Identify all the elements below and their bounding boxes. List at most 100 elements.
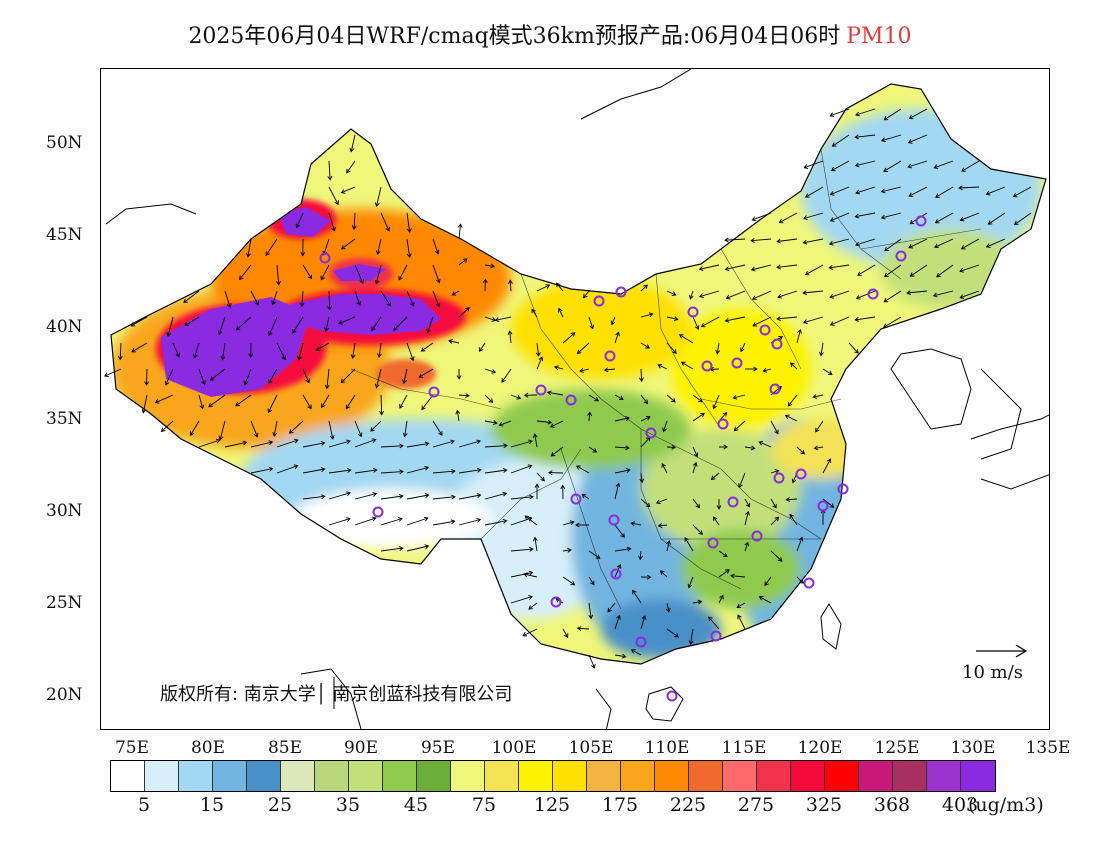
wind-arrow [588,394,599,402]
wind-arrow [316,342,330,351]
wind-arrow [805,264,824,276]
wind-arrow-head [829,321,835,326]
wind-arrow [883,108,902,121]
wind-arrow [458,394,469,397]
wind-arrow [770,420,779,434]
wind-arrow-head [907,139,913,144]
wind-arrow [484,368,496,373]
wind-arrow-head [961,167,966,172]
wind-arrow-head [774,469,780,474]
wind-arrow-head [672,349,677,354]
wind-arrow [770,470,779,474]
wind-arrow-head [815,427,820,433]
wind-arrow [770,516,779,526]
wind-arrow [562,576,575,586]
wind-arrow-head [959,267,965,273]
wind-arrow [790,362,798,370]
wind-arrow [986,238,1006,248]
wind-arrow-head [374,202,380,208]
wind-arrow-head [538,356,544,362]
wind-arrow-head [908,114,914,120]
wind-arrow [167,316,174,337]
colorbar-cell [383,761,417,791]
wind-arrow-head [592,448,598,453]
wind-arrow-head [736,603,742,608]
wind-arrow-head [482,278,488,284]
wind-arrow-head [379,410,384,416]
wind-arrow-head [987,220,993,225]
wind-arrow-head [657,364,663,369]
wind-arrow-head [528,570,534,576]
wind-arrow [247,238,252,257]
wind-arrow-head [346,491,351,497]
wind-arrow [829,290,850,298]
wind-arrow-head [620,533,625,538]
wind-arrow-head [563,633,569,638]
wind-arrow [656,498,668,504]
wind-arrow-head [305,378,310,384]
wind-arrow [725,316,746,322]
wind-arrow-head [610,320,616,326]
wind-arrow [562,628,569,638]
wind-arrow-head [906,290,911,296]
wind-arrow [354,264,364,284]
wind-arrow [321,394,330,408]
wind-arrow-head [371,326,376,332]
wind-arrow-head [327,175,333,181]
wind-arrow-head [908,192,914,197]
wind-arrow [403,368,408,384]
wind-arrow [406,466,429,474]
wind-arrow [354,517,376,526]
wind-arrow [733,394,746,399]
wind-arrow [607,602,616,613]
wind-arrow-head [465,393,470,399]
wind-arrow [692,524,703,535]
wind-arrow-head [692,461,698,467]
wind-arrow [881,134,902,142]
wind-arrow-head [329,435,335,440]
wind-arrow [855,212,876,218]
wind-arrow-head [684,537,689,542]
wind-arrow-head [399,403,404,409]
wind-arrow-head [410,302,415,307]
wind-arrow [432,440,455,448]
wind-arrow-head [398,546,404,551]
wind-arrow [510,465,532,474]
wind-arrow [822,368,833,375]
title-text: 2025年06月04日WRF/cmaq模式36km预报产品:06月04日06时 [188,24,841,49]
wind-arrow [639,550,642,560]
wind-arrow [146,368,148,386]
wind-arrow-head [758,596,764,601]
wind-arrow-head [434,249,440,255]
wind-arrow [588,602,592,619]
wind-arrow-head [201,380,206,386]
wind-arrow-head [164,380,170,386]
wind-arrow-head [626,546,632,552]
wind-arrow-head [828,264,834,270]
wind-arrow [831,160,850,171]
wind-arrow-head [829,112,835,118]
wind-arrow [689,290,694,299]
wind-arrow-head [607,607,612,613]
colorbar-cell [961,761,995,791]
wind-arrow [406,494,429,500]
wind-arrow [484,520,507,526]
wind-arrow-head [665,608,671,613]
wind-arrow-head [492,420,498,426]
wind-arrow-head [327,305,332,311]
wind-arrow-head [827,370,833,375]
wind-arrow-head [722,411,728,417]
wind-arrow [583,290,590,298]
colorbar-cell [893,761,927,791]
colorbar-cell [655,761,689,791]
wind-arrow-head [959,216,965,222]
wind-arrow-head [324,327,329,332]
wind-arrow-head [398,275,403,281]
wind-arrow-head [582,293,588,299]
lon-tick-95e: 95E [420,738,456,758]
wind-arrow [510,440,533,448]
wind-arrow [338,316,356,325]
wind-arrow [376,186,382,207]
colorbar-cell [859,761,893,791]
wind-arrow [883,290,902,303]
